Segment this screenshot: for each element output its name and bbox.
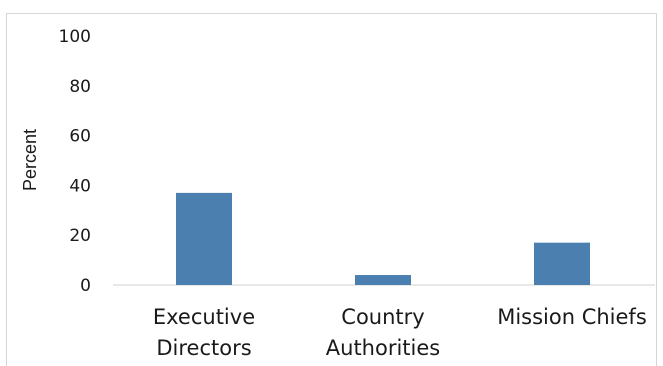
category-label: Authorities: [326, 336, 440, 360]
y-axis-title: Percent: [20, 129, 40, 191]
y-tick-label: 100: [59, 27, 91, 47]
category-labels: Executive Directors Country Authorities Miss…: [153, 305, 647, 360]
y-tick-label: 80: [69, 77, 91, 97]
category-label: Executive: [153, 305, 255, 329]
category-label: Country: [341, 305, 424, 329]
y-tick-label: 60: [69, 127, 91, 147]
bars: [176, 192, 590, 285]
category-label: Directors: [156, 336, 251, 360]
bar: [355, 275, 411, 285]
y-tick-label: 40: [69, 176, 91, 196]
category-label: Mission Chiefs: [497, 305, 647, 329]
bar: [534, 242, 590, 285]
bar: [176, 192, 232, 285]
y-tick-label: 20: [69, 226, 91, 246]
chart-frame: [6, 13, 657, 366]
y-tick-label: 0: [80, 276, 91, 296]
y-ticks: 0 20 40 60 80 100: [59, 27, 91, 296]
